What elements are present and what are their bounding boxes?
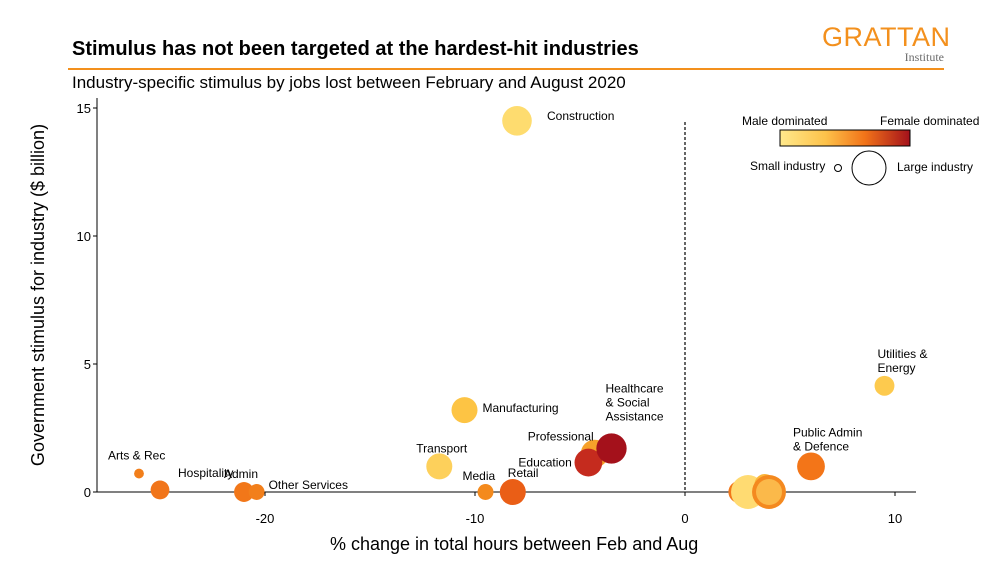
point-label: Other Services <box>269 478 348 492</box>
legend-large-label: Large industry <box>897 160 973 174</box>
data-point <box>150 480 170 500</box>
title-rule <box>68 68 944 70</box>
data-point <box>874 375 895 396</box>
data-point <box>134 468 144 479</box>
legend-male-label: Male dominated <box>742 114 827 128</box>
y-tick-label: 5 <box>84 357 91 372</box>
point-label: Utilities & Energy <box>878 347 928 375</box>
data-point <box>451 397 478 424</box>
data-point <box>797 452 825 481</box>
data-points <box>134 106 895 509</box>
data-point <box>756 479 782 505</box>
point-label: Transport <box>416 441 468 455</box>
logo-main-text: GRATTAN <box>822 22 951 52</box>
point-label: Arts & Rec <box>108 449 165 463</box>
y-tick-label: 0 <box>84 485 91 500</box>
data-point <box>502 106 532 136</box>
x-tick-label: 10 <box>888 511 902 526</box>
data-point <box>248 484 265 500</box>
grattan-logo: GRATTAN Institute <box>822 22 951 64</box>
y-tick-label: 10 <box>77 229 91 244</box>
x-tick-label: -20 <box>256 511 275 526</box>
legend-female-label: Female dominated <box>880 114 979 128</box>
legend-small-circle <box>834 164 842 172</box>
point-label: Manufacturing <box>483 401 559 415</box>
chart-subtitle: Industry-specific stimulus by jobs lost … <box>72 73 626 92</box>
point-label: Construction <box>547 109 614 123</box>
point-label: Public Admin & Defence <box>793 425 862 453</box>
point-label: Admin <box>224 467 258 481</box>
chart-title: Stimulus has not been targeted at the ha… <box>72 38 639 60</box>
x-tick-label: 0 <box>681 511 688 526</box>
legend-large-circle <box>851 150 887 186</box>
data-point <box>234 482 254 502</box>
legend: Male dominated Female dominated Small in… <box>742 114 979 186</box>
point-label: Retail <box>508 466 539 480</box>
point-label: Education <box>518 456 571 470</box>
y-axis-label-wrap: Government stimulus for industry ($ bill… <box>24 99 52 492</box>
data-point <box>426 453 453 480</box>
y-tick-label: 15 <box>77 101 91 116</box>
data-point <box>477 484 494 500</box>
point-label: Hospitality <box>178 466 233 480</box>
x-tick-label: -10 <box>466 511 485 526</box>
data-point <box>574 448 603 477</box>
y-axis-label: Government stimulus for industry ($ bill… <box>28 124 48 466</box>
point-label: Professional <box>528 430 594 444</box>
color-legend-bar <box>779 129 911 147</box>
x-axis-label: % change in total hours between Feb and … <box>330 534 699 554</box>
legend-small-label: Small industry <box>750 159 825 173</box>
data-point <box>499 479 526 505</box>
logo-sub-text: Institute <box>904 50 944 64</box>
point-label: Healthcare & Social Assistance <box>606 381 664 423</box>
data-point <box>596 433 627 464</box>
point-label: Media <box>463 469 496 483</box>
